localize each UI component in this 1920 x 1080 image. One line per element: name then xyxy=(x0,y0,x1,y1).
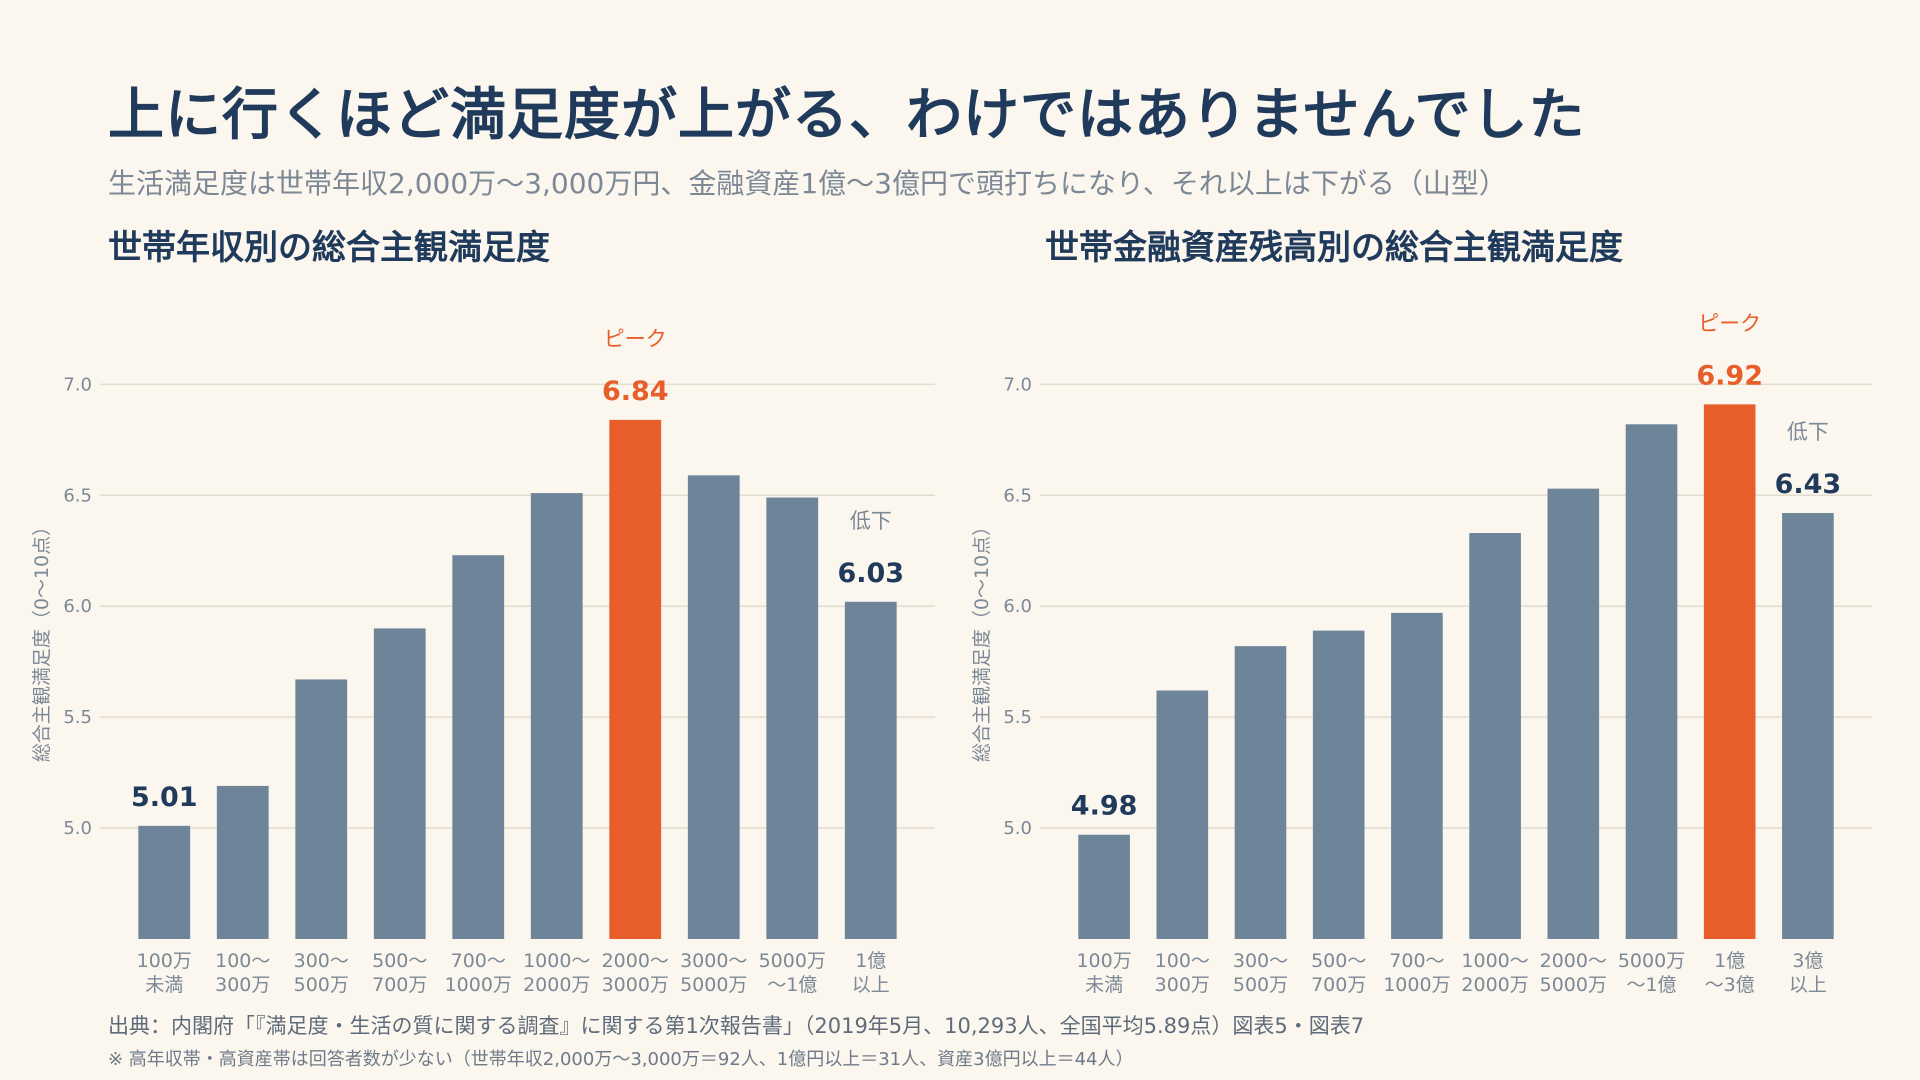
x-tick-label: 〜3億 xyxy=(1705,974,1755,996)
bar-0-1 xyxy=(216,785,269,939)
bar-0-7 xyxy=(687,475,740,939)
income-bar-chart: 5.05.56.06.57.0総合主観満足度（0〜10点）100万未満100〜3… xyxy=(31,327,935,996)
page-subtitle: 生活満足度は世帯年収2,000万〜3,000万円、金融資産1億〜3億円で頭打ちに… xyxy=(108,167,1507,200)
bar-0-4 xyxy=(452,555,505,939)
bar-1-5 xyxy=(1469,533,1521,939)
x-tick-label: 2000〜 xyxy=(602,950,669,972)
assets-bar-chart: 5.05.56.06.57.0総合主観満足度（0〜10点）100万未満100〜3… xyxy=(971,311,1872,996)
bar-1-7 xyxy=(1625,424,1678,939)
x-tick-label: 3000〜 xyxy=(680,950,747,972)
x-tick-label: 3億 xyxy=(1792,950,1823,972)
annotation-label: ピーク xyxy=(604,327,667,351)
bar-1-3 xyxy=(1312,630,1365,939)
y-tick-label: 6.0 xyxy=(63,596,92,617)
x-tick-label: 100万 xyxy=(137,950,192,972)
y-axis-label: 総合主観満足度（0〜10点） xyxy=(31,517,53,762)
x-tick-label: 〜1億 xyxy=(767,974,817,996)
chart-title-income: 世帯年収別の総合主観満足度 xyxy=(108,228,550,268)
x-tick-label: 300〜 xyxy=(1233,950,1288,972)
x-tick-label: 100〜 xyxy=(215,950,270,972)
annotation-label: ピーク xyxy=(1698,311,1761,335)
y-tick-label: 5.0 xyxy=(1003,818,1032,839)
x-tick-label: 未満 xyxy=(145,974,183,996)
y-tick-label: 7.0 xyxy=(63,374,92,395)
x-tick-label: 700〜 xyxy=(451,950,506,972)
annotation-label: 低下 xyxy=(1787,420,1829,444)
bar-0-6 xyxy=(609,419,662,939)
chart-title-assets: 世帯金融資産残高別の総合主観満足度 xyxy=(1045,228,1623,268)
x-tick-label: 1000〜 xyxy=(523,950,590,972)
x-tick-label: 300〜 xyxy=(294,950,349,972)
bar-0-3 xyxy=(373,628,426,939)
bar-1-0 xyxy=(1078,834,1130,939)
bar-0-8 xyxy=(766,497,819,939)
x-tick-label: 1億 xyxy=(855,950,886,972)
x-tick-label: 〜1億 xyxy=(1626,974,1676,996)
x-tick-label: 100万 xyxy=(1076,950,1131,972)
x-tick-label: 2000〜 xyxy=(1540,950,1607,972)
x-tick-label: 2000万 xyxy=(523,974,590,996)
footnote: ※ 高年収帯・高資産帯は回答者数が少ない（世帯年収2,000万〜3,000万＝9… xyxy=(108,1049,1134,1070)
data-label: 6.84 xyxy=(602,376,669,407)
annotation-label: 低下 xyxy=(850,509,892,533)
x-tick-label: 以上 xyxy=(1789,974,1827,996)
x-tick-label: 700万 xyxy=(1311,974,1366,996)
bar-0-9 xyxy=(844,601,897,939)
x-tick-label: 300万 xyxy=(215,974,270,996)
x-tick-label: 5000万 xyxy=(1540,974,1607,996)
y-tick-label: 5.5 xyxy=(1003,707,1032,728)
x-tick-label: 2000万 xyxy=(1461,974,1528,996)
page-title: 上に行くほど満足度が上がる、わけではありませんでした xyxy=(108,83,1586,148)
x-tick-label: 1000〜 xyxy=(1461,950,1528,972)
bar-1-1 xyxy=(1156,690,1209,939)
x-tick-label: 500万 xyxy=(1233,974,1288,996)
data-label: 6.43 xyxy=(1775,469,1842,500)
y-tick-label: 6.5 xyxy=(1003,485,1032,506)
x-tick-label: 300万 xyxy=(1155,974,1210,996)
x-tick-label: 5000万 xyxy=(680,974,747,996)
bar-1-6 xyxy=(1547,488,1600,939)
bar-1-8 xyxy=(1703,404,1756,939)
y-tick-label: 5.5 xyxy=(63,707,92,728)
y-tick-label: 7.0 xyxy=(1003,374,1032,395)
bar-1-4 xyxy=(1391,612,1443,939)
y-axis-label: 総合主観満足度（0〜10点） xyxy=(971,517,993,762)
x-tick-label: 3000万 xyxy=(602,974,669,996)
x-tick-label: 5000万 xyxy=(1618,950,1685,972)
y-tick-label: 6.0 xyxy=(1003,596,1032,617)
x-tick-label: 500万 xyxy=(294,974,349,996)
bar-1-9 xyxy=(1782,513,1834,939)
x-tick-label: 1000万 xyxy=(1383,974,1450,996)
x-tick-label: 1億 xyxy=(1714,950,1745,972)
y-tick-label: 5.0 xyxy=(63,818,92,839)
bar-0-2 xyxy=(295,679,348,939)
x-tick-label: 以上 xyxy=(852,974,890,996)
bar-0-5 xyxy=(530,493,583,939)
source-note: 出典：内閣府「『満足度・生活の質に関する調査』に関する第1次報告書」（2019年… xyxy=(108,1014,1365,1038)
x-tick-label: 500〜 xyxy=(372,950,427,972)
y-tick-label: 6.5 xyxy=(63,485,92,506)
x-tick-label: 100〜 xyxy=(1155,950,1210,972)
x-tick-label: 700万 xyxy=(372,974,427,996)
data-label: 4.98 xyxy=(1071,791,1138,822)
data-label: 6.03 xyxy=(837,558,904,589)
x-tick-label: 1000万 xyxy=(445,974,512,996)
bar-1-2 xyxy=(1234,646,1287,939)
x-tick-label: 未満 xyxy=(1085,974,1123,996)
x-tick-label: 500〜 xyxy=(1311,950,1366,972)
bar-0-0 xyxy=(138,825,191,939)
data-label: 6.92 xyxy=(1696,360,1763,391)
data-label: 5.01 xyxy=(131,782,198,813)
x-tick-label: 5000万 xyxy=(759,950,826,972)
x-tick-label: 700〜 xyxy=(1389,950,1444,972)
